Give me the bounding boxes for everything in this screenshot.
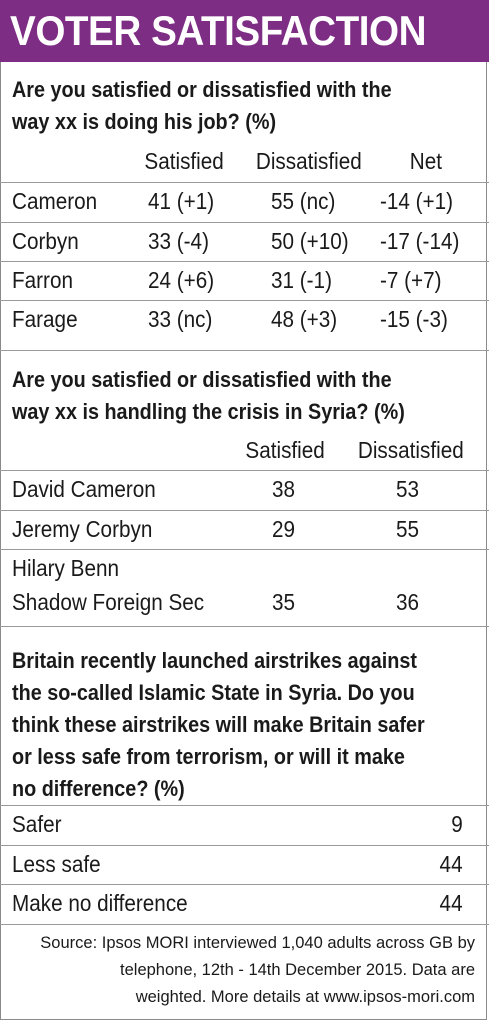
- table-row-divider: [0, 182, 489, 183]
- net-value: -14 (+1): [380, 188, 454, 214]
- table-row-divider: [0, 845, 489, 846]
- row-label-sub: Shadow Foreign Sec: [12, 589, 205, 615]
- source-line: telephone, 12th - 14th December 2015. Da…: [120, 961, 475, 979]
- dissatisfied-value: 53: [396, 476, 420, 502]
- table-row-divider: [0, 805, 489, 806]
- table-row-divider: [0, 300, 489, 301]
- row-label: Corbyn: [12, 228, 79, 254]
- net-value: -17 (-14): [380, 228, 460, 254]
- table-row-divider: [0, 884, 489, 885]
- source-line: weighted. More details at www.ipsos-mori…: [135, 988, 475, 1006]
- col-head-satisfied: Satisfied: [144, 148, 224, 174]
- row-value: 44: [439, 890, 463, 916]
- col-head-dissatisfied: Dissatisfied: [255, 148, 362, 174]
- satisfied-value: 38: [272, 476, 296, 502]
- table-row-divider: [0, 549, 489, 550]
- dissatisfied-value: 36: [396, 589, 420, 615]
- satisfied-value: 33 (-4): [148, 228, 209, 254]
- row-value: 44: [439, 851, 463, 877]
- satisfied-value: 35: [272, 589, 296, 615]
- source-note: Source: Ipsos MORI interviewed 1,040 adu…: [5, 930, 475, 1011]
- row-label: Safer: [12, 811, 62, 837]
- col-head-satisfied-syria: Satisfied: [245, 437, 325, 463]
- section-divider: [0, 350, 489, 351]
- row-label: David Cameron: [12, 476, 156, 502]
- section-divider: [0, 924, 489, 925]
- dissatisfied-value: 55 (nc): [271, 188, 336, 214]
- satisfied-value: 24 (+6): [148, 267, 215, 293]
- question-syria: Are you satisfied or dissatisfied with t…: [12, 367, 405, 424]
- net-value: -15 (-3): [380, 306, 448, 332]
- table-row-divider: [0, 222, 489, 223]
- row-label: Make no difference: [12, 890, 188, 916]
- satisfied-value: 41 (+1): [148, 188, 215, 214]
- row-label: Less safe: [12, 851, 101, 877]
- row-label: Cameron: [12, 188, 98, 214]
- table-row-divider: [0, 261, 489, 262]
- row-value: 9: [451, 811, 463, 837]
- row-label: Jeremy Corbyn: [12, 516, 153, 542]
- question-airstrikes: Britain recently launched airstrikes aga…: [12, 648, 425, 801]
- page-title: VOTER SATISFACTION: [10, 7, 427, 54]
- row-label: Farage: [12, 306, 78, 332]
- table-row-divider: [0, 510, 489, 511]
- dissatisfied-value: 31 (-1): [271, 267, 332, 293]
- table-row-divider: [0, 470, 489, 471]
- row-label: Hilary Benn: [12, 555, 120, 581]
- net-value: -7 (+7): [380, 267, 442, 293]
- dissatisfied-value: 50 (+10): [271, 228, 349, 254]
- col-head-net: Net: [409, 148, 443, 174]
- dissatisfied-value: 48 (+3): [271, 306, 338, 332]
- question-job: Are you satisfied or dissatisfied with t…: [12, 77, 392, 134]
- title-banner: VOTER SATISFACTION: [0, 0, 489, 62]
- section-divider: [0, 626, 489, 627]
- satisfied-value: 33 (nc): [148, 306, 213, 332]
- row-label: Farron: [12, 267, 73, 293]
- source-line: Source: Ipsos MORI interviewed 1,040 adu…: [40, 934, 475, 952]
- dissatisfied-value: 55: [396, 516, 420, 542]
- satisfied-value: 29: [272, 516, 296, 542]
- col-head-dissatisfied-syria: Dissatisfied: [357, 437, 464, 463]
